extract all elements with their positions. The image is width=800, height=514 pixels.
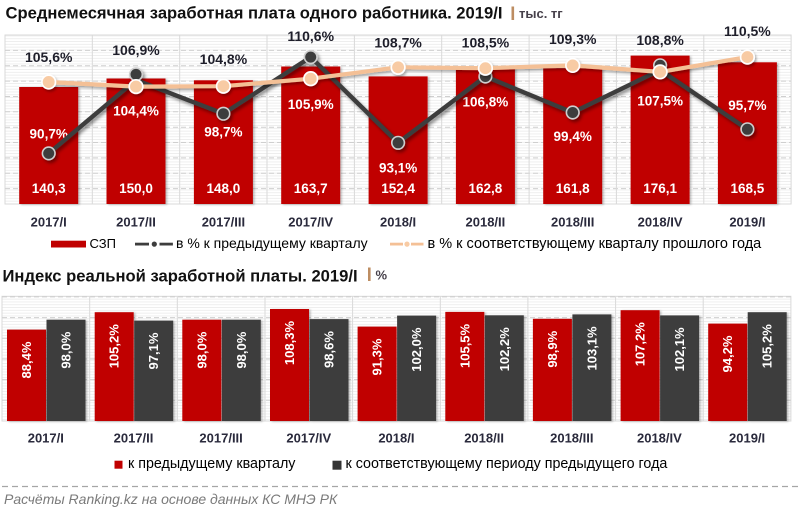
svg-text:98,0%: 98,0% — [59, 331, 74, 368]
svg-text:148,0: 148,0 — [207, 181, 241, 196]
svg-text:2018/I: 2018/I — [378, 431, 414, 446]
svg-text:2018/III: 2018/III — [551, 215, 594, 230]
svg-text:150,0: 150,0 — [119, 181, 153, 196]
svg-text:2018/IV: 2018/IV — [637, 431, 682, 446]
svg-text:162,8: 162,8 — [469, 181, 503, 196]
svg-text:108,5%: 108,5% — [462, 34, 510, 50]
svg-text:2017/IV: 2017/IV — [288, 215, 333, 230]
svg-text:98,6%: 98,6% — [322, 331, 337, 368]
svg-text:108,8%: 108,8% — [636, 32, 684, 48]
svg-text:2018/III: 2018/III — [550, 431, 593, 446]
svg-text:168,5: 168,5 — [731, 181, 765, 196]
svg-text:106,9%: 106,9% — [112, 42, 160, 58]
svg-text:к предыдущему кварталу: к предыдущему кварталу — [128, 456, 296, 472]
svg-text:105,2%: 105,2% — [760, 324, 775, 369]
svg-text:2017/III: 2017/III — [199, 431, 242, 446]
svg-text:2017/IV: 2017/IV — [286, 431, 331, 446]
svg-text:2017/III: 2017/III — [202, 215, 245, 230]
svg-text:110,5%: 110,5% — [724, 23, 771, 39]
svg-text:90,7%: 90,7% — [30, 126, 68, 141]
svg-text:94,2%: 94,2% — [720, 335, 735, 372]
svg-text:2017/I: 2017/I — [28, 431, 64, 446]
svg-text:2017/II: 2017/II — [114, 431, 154, 446]
svg-text:Среднемесячная заработная плат: Среднемесячная заработная плата одного р… — [6, 4, 503, 23]
svg-text:2018/II: 2018/II — [466, 215, 506, 230]
svg-text:93,1%: 93,1% — [379, 160, 417, 175]
svg-text:152,4: 152,4 — [381, 181, 415, 196]
svg-text:2017/I: 2017/I — [31, 215, 67, 230]
svg-text:103,1%: 103,1% — [584, 326, 599, 371]
svg-text:2018/IV: 2018/IV — [638, 215, 683, 230]
svg-text:2019/I: 2019/I — [729, 431, 765, 446]
svg-text:СЗП: СЗП — [90, 236, 116, 251]
svg-text:Индекс реальной заработной пла: Индекс реальной заработной платы. 2019/I — [3, 267, 358, 286]
svg-text:105,6%: 105,6% — [25, 49, 73, 65]
svg-text:107,5%: 107,5% — [637, 93, 683, 108]
svg-text:104,8%: 104,8% — [200, 51, 248, 67]
svg-text:105,5%: 105,5% — [457, 323, 472, 368]
svg-text:2017/II: 2017/II — [116, 215, 156, 230]
svg-text:98,0%: 98,0% — [234, 331, 249, 368]
svg-text:102,1%: 102,1% — [672, 327, 687, 372]
svg-text:163,7: 163,7 — [294, 181, 328, 196]
svg-text:91,3%: 91,3% — [370, 338, 385, 375]
svg-text:в % к предыдущему кварталу: в % к предыдущему кварталу — [176, 235, 368, 251]
svg-text:107,2%: 107,2% — [633, 322, 648, 367]
svg-text:109,3%: 109,3% — [549, 31, 597, 47]
svg-text:105,9%: 105,9% — [288, 97, 334, 112]
svg-text:к соответствующему периоду пре: к соответствующему периоду предыдущего г… — [346, 456, 668, 472]
svg-text:98,9%: 98,9% — [545, 330, 560, 367]
svg-text:97,1%: 97,1% — [146, 332, 161, 369]
svg-text:Расчёты Ranking.kz на основе д: Расчёты Ranking.kz на основе данных КС М… — [4, 491, 338, 507]
svg-text:тыс. тг: тыс. тг — [519, 6, 563, 21]
svg-text:110,6%: 110,6% — [287, 28, 334, 44]
svg-text:95,7%: 95,7% — [728, 98, 766, 113]
svg-text:102,2%: 102,2% — [497, 327, 512, 372]
svg-text:104,4%: 104,4% — [113, 103, 159, 118]
svg-text:102,0%: 102,0% — [409, 327, 424, 372]
svg-text:99,4%: 99,4% — [554, 129, 592, 144]
svg-text:108,3%: 108,3% — [282, 321, 297, 366]
svg-text:98,7%: 98,7% — [204, 124, 242, 139]
svg-text:105,2%: 105,2% — [107, 324, 122, 369]
svg-text:2018/I: 2018/I — [380, 215, 416, 230]
svg-text:2019/I: 2019/I — [729, 215, 765, 230]
svg-text:106,8%: 106,8% — [463, 94, 509, 109]
svg-text:140,3: 140,3 — [32, 181, 66, 196]
svg-text:%: % — [376, 268, 388, 283]
svg-text:98,0%: 98,0% — [194, 331, 209, 368]
svg-text:2018/II: 2018/II — [464, 431, 504, 446]
svg-text:88,4%: 88,4% — [19, 341, 34, 378]
svg-text:в % к соответствующему квартал: в % к соответствующему кварталу прошлого… — [428, 236, 763, 252]
svg-text:161,8: 161,8 — [556, 181, 590, 196]
svg-text:176,1: 176,1 — [643, 181, 677, 196]
svg-text:108,7%: 108,7% — [374, 34, 422, 50]
